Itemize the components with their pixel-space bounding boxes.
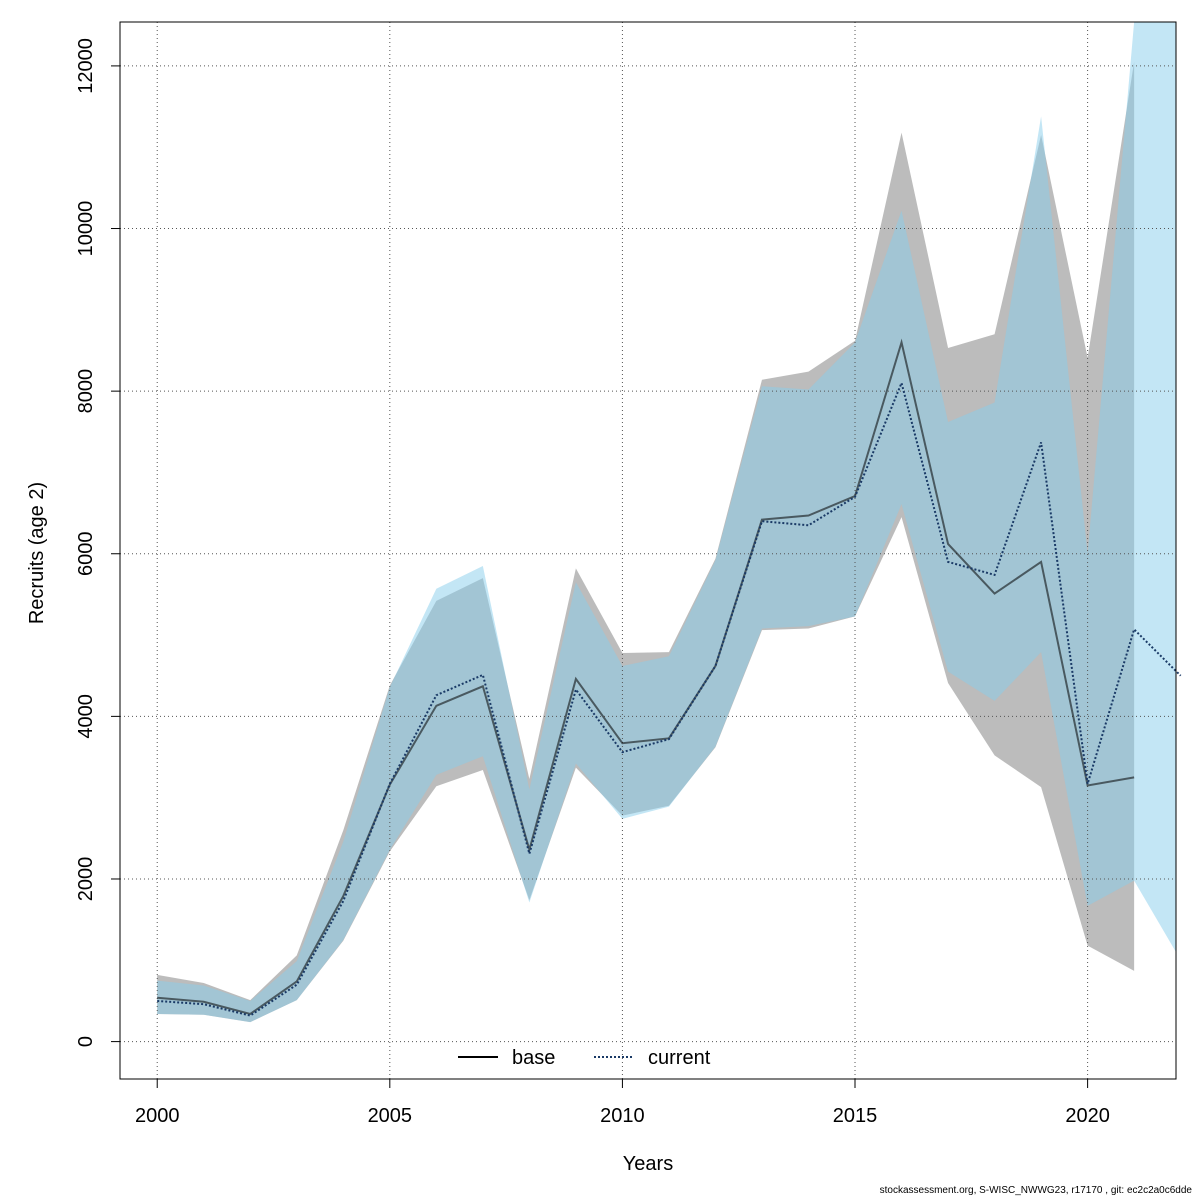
x-tick-label: 2005 bbox=[368, 1105, 413, 1127]
y-tick-label: 6000 bbox=[75, 532, 97, 577]
y-tick-label: 2000 bbox=[75, 857, 97, 902]
band-current bbox=[157, 22, 1176, 1023]
line-current bbox=[157, 379, 1182, 1017]
y-axis-title: Recruits (age 2) bbox=[26, 482, 48, 624]
x-tick-label: 2015 bbox=[833, 1105, 878, 1127]
footer-note: stockassessment.org, S-WISC_NWWG23, r171… bbox=[879, 1185, 1192, 1196]
y-tick-label: 8000 bbox=[75, 369, 97, 414]
grid-lines bbox=[120, 22, 1176, 1079]
x-tick-label: 2000 bbox=[135, 1105, 180, 1127]
y-tick-label: 12000 bbox=[75, 38, 97, 94]
y-tick-label: 10000 bbox=[75, 201, 97, 257]
legend-label-base: base bbox=[512, 1047, 555, 1069]
x-axis-title: Years bbox=[623, 1153, 673, 1175]
series-lines bbox=[157, 338, 1182, 1017]
y-tick-label: 4000 bbox=[75, 694, 97, 739]
legend-label-current: current bbox=[648, 1047, 711, 1069]
x-tick-label: 2010 bbox=[600, 1105, 645, 1127]
y-axis: 0 2000 4000 6000 8000 10000 12000 bbox=[75, 38, 121, 1047]
y-tick-label: 0 bbox=[75, 1036, 97, 1047]
x-tick-label: 2020 bbox=[1065, 1105, 1110, 1127]
x-axis: 2000 2005 2010 2015 2020 bbox=[135, 1078, 1110, 1127]
legend: base current bbox=[458, 1047, 711, 1069]
confidence-bands bbox=[157, 22, 1176, 1023]
